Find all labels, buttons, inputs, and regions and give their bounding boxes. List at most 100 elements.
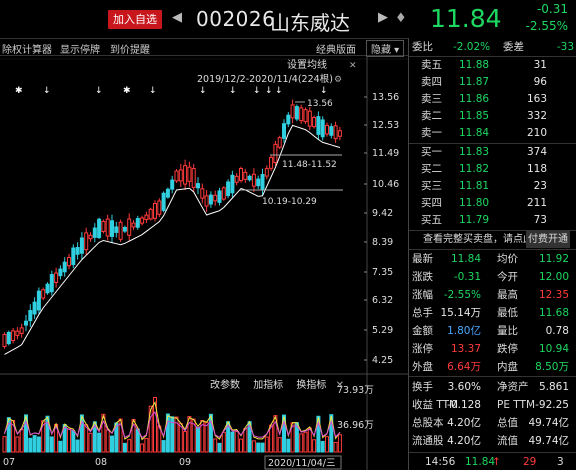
fundamental-value: 5.861 (538, 381, 569, 393)
event-marker-icon[interactable]: ✱ (123, 86, 131, 96)
volume-bar (67, 428, 71, 453)
ask-row[interactable]: 卖三 11.86 163 (409, 91, 576, 108)
bid-price: 11.81 (459, 180, 490, 192)
fundamental-label: 总股本 (412, 417, 444, 429)
volume-ma-line-2 (4, 411, 341, 439)
candle-body (260, 173, 265, 190)
candle-body (329, 126, 334, 136)
switch-indicator-button[interactable]: 换指标 (296, 380, 327, 391)
price-change: -0.31 (536, 2, 568, 16)
wei-bi-value: -2.02% (453, 41, 491, 53)
volume-bar (286, 438, 291, 453)
stat-label: 内盘 (497, 361, 518, 373)
fundamental-label: 净资产 (497, 381, 529, 393)
fundamental-label: 流值 (497, 435, 518, 447)
candle-body (114, 226, 119, 233)
candle-body (88, 234, 93, 240)
bid-label: 买五 (421, 214, 442, 226)
candle-body (303, 109, 308, 123)
add-to-watchlist-button[interactable]: 加入自选 (108, 10, 162, 29)
indicator-close-icon[interactable]: ✕ (335, 380, 344, 391)
settings-gear-icon[interactable]: ⚙ (334, 75, 342, 85)
kline-chart[interactable]: 设置均线 ✕ 2019/12/2-2020/11/4(224根) ⚙ 13.56… (0, 56, 408, 470)
candle-body (316, 116, 321, 135)
fundamental-row: 流通股 4.20亿 流值 49.74亿 (409, 433, 576, 450)
bid-row[interactable]: 买二 11.82 118 (409, 161, 576, 178)
event-marker-icon[interactable]: ↓ (265, 86, 273, 96)
ask-row[interactable]: 卖四 11.87 96 (409, 74, 576, 91)
volume-ma-line-1 (4, 401, 341, 441)
event-marker-icon[interactable]: ↓ (229, 86, 237, 96)
volume-bar (299, 433, 304, 453)
fundamental-label: 换手 (412, 381, 433, 393)
next-stock-icon[interactable]: ▶ (378, 10, 388, 25)
volume-bar (320, 440, 325, 453)
volume-bar (79, 414, 84, 453)
volume-bar (312, 439, 317, 453)
candle-body (251, 173, 256, 187)
event-marker-icon[interactable]: ↓ (43, 86, 51, 96)
candle-body (191, 168, 196, 188)
volume-bar (19, 428, 24, 453)
fundamental-label: PE TTM (497, 399, 536, 411)
event-marker-icon[interactable]: ↓ (320, 86, 328, 96)
candle-body (187, 166, 192, 182)
divider (409, 249, 576, 250)
ask-row[interactable]: 卖五 11.88 31 (409, 57, 576, 74)
event-marker-icon[interactable]: ↓ (253, 86, 261, 96)
stat-row: 外盘 6.64万 内盘 8.50万 (409, 359, 576, 376)
change-params-button[interactable]: 改参数 (210, 380, 240, 391)
bid-row[interactable]: 买四 11.80 211 (409, 195, 576, 212)
volume-bar (148, 405, 153, 453)
ma-setting-close-icon[interactable]: ✕ (349, 61, 357, 71)
candle-body (247, 175, 252, 181)
fundamental-value: -0.128 (447, 399, 481, 411)
bid-price: 11.80 (459, 197, 490, 209)
stat-label: 均价 (497, 253, 518, 265)
bid-volume: 23 (533, 180, 547, 192)
toolbar-item-calc[interactable]: 除权计算器 (2, 45, 52, 56)
order-ratio-row: 委比 -2.02% 委差 -33 (409, 39, 576, 56)
ma-setting-button[interactable]: 设置均线 (287, 58, 327, 71)
bid-row[interactable]: 买五 11.79 73 (409, 212, 576, 229)
layout-button[interactable]: 经典版面 (316, 45, 356, 56)
bid-price: 11.82 (459, 163, 490, 175)
toolbar-item-alert[interactable]: 到价提醒 (110, 45, 150, 56)
candle-body (234, 175, 239, 183)
ask-volume: 31 (533, 59, 547, 71)
volume-bar (45, 415, 50, 453)
candle-body (36, 290, 41, 311)
hide-label: 隐藏 (371, 45, 391, 56)
bid-row[interactable]: 买一 11.83 374 (409, 144, 576, 161)
prev-stock-icon[interactable]: ◀ (172, 10, 182, 25)
divider (409, 376, 576, 377)
event-marker-icon[interactable]: ↓ (95, 86, 103, 96)
current-price: 11.84 (430, 4, 502, 33)
event-marker-icon[interactable]: ↓ (199, 86, 207, 96)
alert-icon[interactable]: ♦ (395, 11, 407, 26)
candle-body (264, 168, 269, 177)
upgrade-link[interactable]: 付费开通 (526, 231, 570, 248)
volume-bar (32, 435, 37, 453)
event-marker-icon[interactable]: ↓ (149, 86, 157, 96)
stat-label: 涨跌 (412, 271, 433, 283)
candle-body (273, 143, 278, 164)
volume-bar (165, 413, 170, 453)
bid-row[interactable]: 买三 11.81 23 (409, 178, 576, 195)
hide-button[interactable]: 隐藏 ▾ (366, 40, 405, 57)
stat-label: 涨停 (412, 343, 433, 355)
volume-bar (273, 415, 278, 453)
event-marker-icon[interactable]: ✱ (15, 86, 23, 96)
candle-body (217, 190, 222, 203)
y-tick-label: 4.25 (372, 355, 393, 366)
add-indicator-button[interactable]: 加指标 (253, 380, 284, 391)
toolbar-item-halt[interactable]: 显示停牌 (60, 45, 100, 56)
event-marker-icon[interactable]: ↓ (275, 86, 283, 96)
y-tick-label: 11.49 (372, 148, 399, 159)
y-tick-label: 13.56 (372, 92, 399, 103)
volume-bar (6, 417, 11, 453)
divider (409, 56, 576, 57)
fundamental-value: 49.74亿 (528, 435, 569, 447)
ask-row[interactable]: 卖二 11.85 332 (409, 108, 576, 125)
ask-row[interactable]: 卖一 11.84 210 (409, 125, 576, 142)
